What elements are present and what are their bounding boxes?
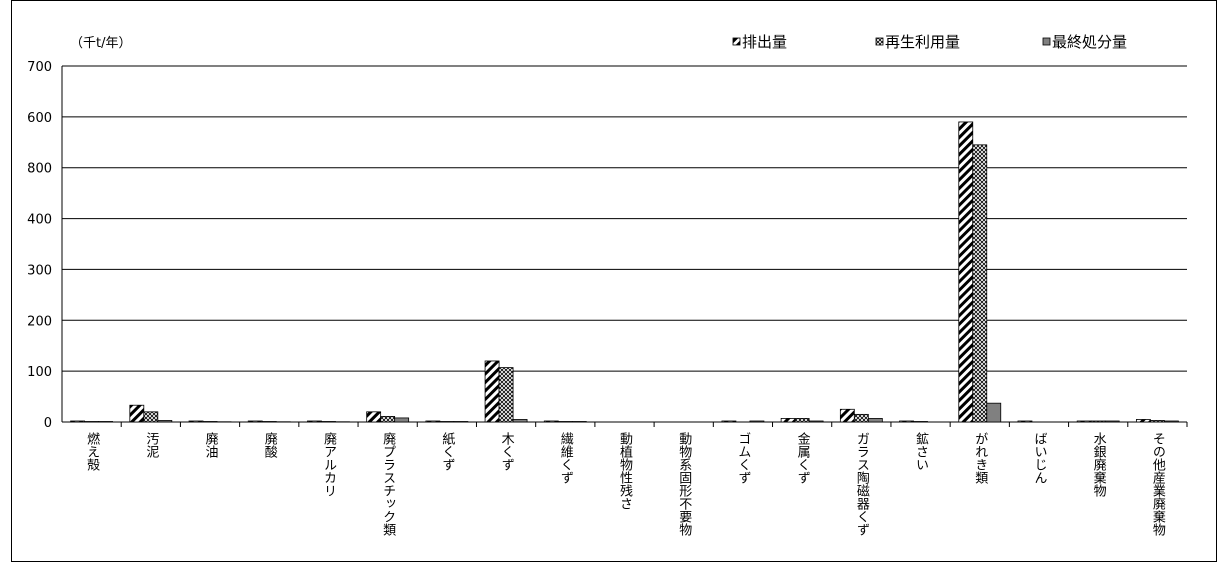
bar: [129, 404, 145, 423]
bar: [1135, 419, 1151, 423]
y-tick-label: 100: [27, 365, 52, 380]
x-tick-label: 繊維くず: [558, 431, 574, 484]
bar: [1090, 420, 1106, 423]
y-unit-label: （千t/年）: [70, 36, 131, 51]
x-tick-label: その他産業廃棄物: [1150, 432, 1166, 537]
bar: [557, 421, 573, 423]
bar: [425, 420, 441, 423]
bar: [794, 418, 810, 423]
bar: [986, 402, 1002, 423]
legend-label: 再生利用量: [885, 33, 960, 51]
x-tick-label: 鉱さい: [913, 431, 929, 471]
bar: [512, 419, 528, 423]
bar: [1104, 420, 1120, 423]
bar: [188, 420, 204, 423]
bar: [394, 417, 410, 423]
x-tick-label: 動植物性残さ: [617, 432, 633, 510]
x-tick-label: ゴムくず: [735, 432, 750, 484]
bar: [749, 420, 765, 423]
bar: [98, 421, 114, 423]
y-tick-label: 400: [27, 213, 52, 228]
y-tick-label: 0: [44, 416, 52, 431]
y-tick-label: 800: [27, 162, 52, 177]
bar: [1149, 420, 1165, 423]
bar: [867, 418, 883, 423]
x-tick-label: ばいじん: [1031, 432, 1046, 484]
x-tick-label: ガラス陶磁器くず: [854, 432, 870, 536]
bar: [202, 421, 218, 423]
bar: [261, 421, 277, 423]
y-tick-label: 300: [27, 263, 52, 278]
y-tick-label: 700: [27, 60, 52, 75]
bar: [780, 418, 796, 423]
bar: [899, 420, 914, 423]
bar: [543, 420, 559, 423]
bar: [853, 413, 869, 423]
x-tick-label: 燃え殻: [84, 431, 100, 471]
x-tick-label: 廃アルカリ: [321, 431, 337, 497]
bar: [484, 360, 500, 423]
legend-label: 最終処分量: [1052, 33, 1127, 51]
bar: [380, 416, 396, 423]
x-tick-label: 廃酸: [262, 431, 278, 458]
x-tick-label: 廃油: [203, 431, 219, 458]
bar: [1163, 420, 1179, 423]
bar: [453, 421, 469, 423]
y-tick-label: 600: [27, 111, 52, 126]
x-tick-label: 水銀廃棄物: [1091, 432, 1107, 498]
bar: [157, 420, 173, 423]
bar: [571, 421, 587, 423]
bar: [721, 420, 737, 423]
bar: [913, 421, 928, 423]
bar: [366, 411, 382, 423]
bar: [808, 420, 824, 423]
bar: [307, 420, 322, 423]
bar: [439, 421, 455, 423]
bar: [247, 420, 263, 423]
bar: [498, 367, 514, 423]
x-tick-label: 廃プラスチック類: [380, 431, 396, 536]
legend-label: 排出量: [742, 33, 787, 51]
x-tick-label: 木くず: [499, 432, 515, 471]
bar: [972, 144, 988, 423]
bar: [1076, 420, 1092, 423]
x-tick-label: 汚泥: [143, 432, 159, 458]
x-tick-label: 動物系固形不要物: [676, 432, 692, 537]
bar: [839, 408, 855, 423]
bar: [1017, 420, 1033, 423]
legend-marker: [875, 37, 884, 46]
bar: [70, 420, 86, 423]
x-tick-label: 金属くず: [795, 431, 811, 484]
bar: [143, 411, 159, 423]
bar: [958, 121, 974, 423]
y-tick-label: 200: [27, 314, 52, 329]
legend-marker: [1042, 37, 1051, 46]
bar: [84, 421, 100, 423]
legend-marker: [732, 37, 741, 46]
x-tick-label: がれき類: [972, 432, 988, 484]
bar: [321, 421, 336, 423]
x-tick-label: 紙くず: [439, 432, 455, 471]
